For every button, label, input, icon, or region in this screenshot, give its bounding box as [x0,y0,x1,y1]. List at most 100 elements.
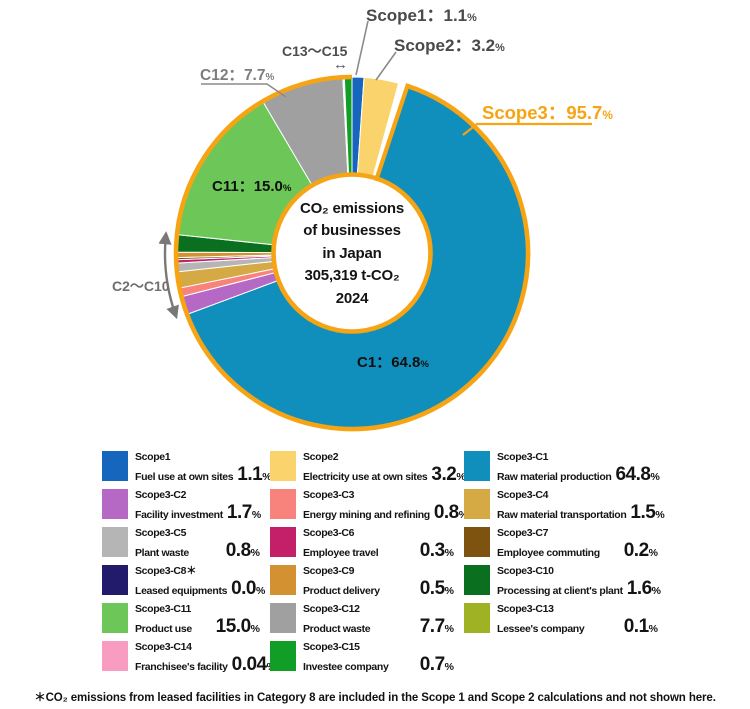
legend-swatch-scope2 [270,451,296,481]
legend-item-c9: Scope3-C9 Product delivery 0.5% [270,564,464,602]
legend-item-c5: Scope3-C5 Plant waste 0.8% [102,526,270,564]
legend-value: 0.8 [433,502,459,523]
legend-name: Scope3-C8＊ [135,565,197,577]
center-line-5: 2024 [335,289,369,307]
legend-desc: Lessee's company [497,623,585,635]
legend-desc: Product delivery [303,585,380,597]
leader-scope3 [462,122,592,136]
callout-c1: C1：64.8% [357,351,429,372]
legend-desc: Employee travel [303,547,379,559]
legend-unit: % [459,509,468,521]
callout-c1-label: C1： [357,354,392,371]
legend-unit: % [651,585,662,597]
legend-name: Scope3-C15 [303,641,360,653]
legend-percent: 1.5% [630,502,664,524]
legend-unit: % [444,585,454,597]
legend-desc: Raw material production [497,471,612,483]
legend-percent: 0.7% [420,654,454,676]
legend-desc: Product waste [303,623,371,635]
legend-value: 0.7 [419,654,445,675]
legend-name: Scope3-C5 [135,527,187,539]
callout-c11-label: C11： [212,178,254,195]
center-line-2: of businesses [303,222,401,240]
legend-name: Scope3-C2 [135,489,187,501]
legend-name: Scope3-C12 [303,603,360,615]
callout-c11-value: 15.0 [253,178,283,195]
donut-chart [158,20,592,432]
legend-name: Scope3-C6 [303,527,355,539]
legend-desc: Franchisee's facility [135,661,228,673]
callout-scope2: Scope2：3.2% [394,31,505,56]
legend-value: 0.3 [419,540,445,561]
legend-value: 0.5 [419,578,445,599]
legend-value: 0.04 [231,654,267,675]
legend-name: Scope1 [135,451,171,463]
legend-name: Scope3-C9 [303,565,355,577]
legend-percent: 15.0% [216,616,260,638]
callout-c13-c15-label: C13～C15 [282,43,348,59]
legend-value: 15.0 [215,616,251,637]
callout-c11-unit: % [282,183,292,194]
legend-swatch-c7 [464,527,490,557]
legend-item-c11: Scope3-C11 Product use 15.0% [102,602,270,640]
legend-item-c2: Scope3-C2 Facility investment 1.7% [102,488,270,526]
callout-c12-value: 7.7 [243,67,266,84]
legend-swatch-c8 [102,565,128,595]
callout-scope1-label: Scope1： [366,6,444,25]
callout-scope1: Scope1：1.1% [366,1,477,26]
scope3-start-edge [373,83,411,182]
callout-c2-c10: C2～C10 [112,276,170,296]
legend-unit: % [251,509,262,521]
legend-desc: Fuel use at own sites [135,471,234,483]
legend-desc: Employee commuting [497,547,600,559]
legend-percent: 0.1% [624,616,658,638]
legend-item-c4: Scope3-C4 Raw material transportation 1.5% [464,488,665,526]
legend-desc: Raw material transportation [497,509,627,521]
legend-swatch-c2 [102,489,128,519]
callout-scope1-unit: % [467,12,477,24]
legend-name: Scope3-C7 [497,527,549,539]
legend-percent: 0.3% [420,540,454,562]
legend-unit: % [250,547,260,559]
legend-desc: Electricity use at own sites [303,471,428,483]
legend-unit: % [456,471,466,483]
legend-percent: 7.7% [420,616,454,638]
callout-c1-value: 64.8 [391,354,421,371]
c13-c15-range-arrow-icon: ↔ [333,56,348,73]
legend-swatch-c13 [464,603,490,633]
legend-item-c7: Scope3-C7 Employee commuting 0.2% [464,526,660,564]
legend-percent: 0.2% [624,540,658,562]
center-line-3: in Japan [322,244,382,262]
callout-scope3-label: Scope3： [482,102,567,123]
callout-c2-c10-label: C2～C10 [112,278,170,294]
legend-unit: % [444,661,454,673]
legend-value: 0.1 [623,616,649,637]
legend-desc: Leased equipments [135,585,228,597]
legend-desc: Facility investment [135,509,223,521]
legend-item-scope1: Scope1 Fuel use at own sites 1.1% [102,450,272,488]
leader-scope1 [355,20,369,76]
legend-value: 7.7 [419,616,445,637]
legend-unit: % [655,509,665,521]
legend-name: Scope3-C10 [497,565,554,577]
legend-desc: Plant waste [135,547,189,559]
legend-percent: 0.0% [231,578,265,600]
legend-unit: % [262,471,272,483]
legend-desc: Energy mining and refining [303,509,430,521]
c2-c10-range-arrow-icon [158,231,179,320]
legend-desc: Processing at client's plant [497,585,623,597]
legend-name: Scope3-C3 [303,489,355,501]
legend-percent: 0.8% [434,502,468,524]
legend-name: Scope2 [303,451,339,463]
callout-c12-label: C12： [200,67,244,84]
legend-item-scope2: Scope2 Electricity use at own sites 3.2% [270,450,466,488]
legend-value: 1.1 [237,464,263,485]
legend-swatch-c12 [270,603,296,633]
legend-value: 1.5 [630,502,656,523]
callout-c12: C12：7.7% [200,63,274,85]
legend-item-c13: Scope3-C13 Lessee's company 0.1% [464,602,660,640]
legend-name: Scope3-C4 [497,489,549,501]
legend-percent: 0.8% [226,540,260,562]
